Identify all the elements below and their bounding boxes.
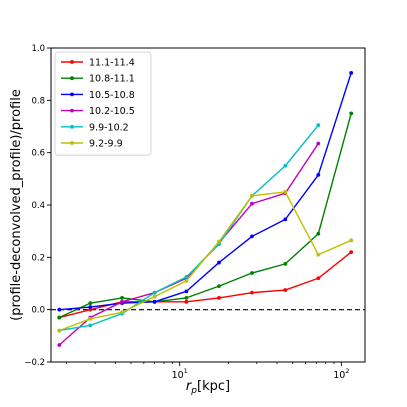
data-point-2-9 (349, 70, 354, 75)
y-tick-label: 1.0 (31, 44, 45, 54)
data-point-2-3 (152, 299, 157, 304)
legend-marker-1 (70, 76, 74, 81)
legend-marker-5 (70, 141, 74, 145)
y-tick-label: 0.8 (31, 96, 45, 106)
data-point-3-0 (57, 343, 62, 347)
data-point-5-9 (349, 238, 354, 243)
legend-label-1: 10.8-11.1 (89, 74, 135, 85)
data-point-2-1 (88, 305, 93, 309)
data-point-2-4 (184, 289, 189, 294)
data-point-1-7 (283, 261, 288, 266)
series-line-3 (58, 143, 319, 346)
series-line-5 (59, 191, 352, 332)
x-tick-label-base: 10 (333, 370, 345, 381)
data-point-5-5 (217, 239, 221, 244)
legend-marker-3 (70, 108, 74, 113)
data-point-0-8 (316, 276, 321, 281)
y-tick-label: −0.2 (24, 358, 45, 368)
series-line-4 (59, 124, 319, 332)
data-point-0-5 (217, 295, 221, 300)
data-point-5-7 (283, 190, 288, 194)
data-point-4-7 (283, 163, 288, 168)
data-point-1-5 (217, 284, 221, 289)
data-point-5-2 (120, 310, 124, 315)
x-tick-label: 101 (172, 367, 188, 381)
x-axis-label: rp[kpc] (186, 379, 230, 396)
series-line-2 (59, 72, 352, 311)
y-axis-label: (profile-deconvolved_profile)/profile (9, 89, 24, 321)
data-point-3-6 (250, 201, 254, 206)
data-point-1-8 (316, 231, 321, 236)
y-tick-label: 0.0 (31, 306, 45, 316)
data-point-2-8 (316, 173, 321, 177)
data-point-1-2 (120, 295, 124, 300)
series-line-0 (59, 251, 352, 319)
series-line-1 (58, 113, 352, 319)
data-point-0-6 (250, 290, 254, 295)
data-point-0-9 (349, 250, 354, 255)
data-point-5-1 (88, 316, 93, 321)
data-point-4-8 (316, 123, 321, 128)
legend-marker-2 (70, 92, 74, 97)
data-point-3-8 (316, 141, 321, 146)
data-point-5-6 (250, 193, 254, 198)
legend-marker-0 (70, 60, 74, 64)
data-point-1-9 (349, 111, 354, 116)
data-point-0-4 (184, 299, 189, 304)
data-point-3-2 (120, 299, 124, 304)
data-point-4-1 (88, 323, 93, 328)
data-point-2-6 (250, 234, 254, 239)
data-point-1-0 (57, 315, 62, 320)
data-point-0-1 (88, 307, 93, 312)
legend-marker-4 (70, 124, 74, 129)
data-point-1-1 (88, 301, 93, 306)
data-point-5-3 (152, 294, 157, 299)
data-point-2-0 (57, 307, 62, 312)
data-point-2-7 (283, 217, 288, 222)
data-point-5-4 (184, 278, 189, 283)
data-point-1-4 (184, 295, 189, 300)
x-tick-label-base: 10 (172, 370, 184, 381)
data-point-0-7 (283, 288, 288, 292)
x-tick-label: 102 (333, 367, 349, 381)
data-point-5-8 (316, 252, 321, 257)
y-tick-label: 0.4 (31, 201, 45, 211)
y-tick-label: 0.2 (31, 253, 45, 263)
data-point-4-3 (152, 290, 157, 295)
legend-label-2: 10.5-10.8 (89, 90, 135, 101)
legend-label-4: 9.9-10.2 (89, 122, 129, 133)
data-point-5-0 (57, 328, 62, 333)
x-tick-label-exponent: 1 (184, 367, 188, 375)
data-point-4-4 (184, 275, 189, 279)
legend-label-5: 9.2-9.9 (89, 139, 123, 150)
x-tick-label-exponent: 2 (345, 367, 349, 375)
y-tick-label: 0.6 (31, 149, 45, 159)
data-point-2-5 (217, 260, 221, 265)
data-point-1-6 (250, 271, 254, 275)
legend-label-3: 10.2-10.5 (89, 106, 135, 117)
legend-label-0: 11.1-11.4 (89, 58, 135, 69)
